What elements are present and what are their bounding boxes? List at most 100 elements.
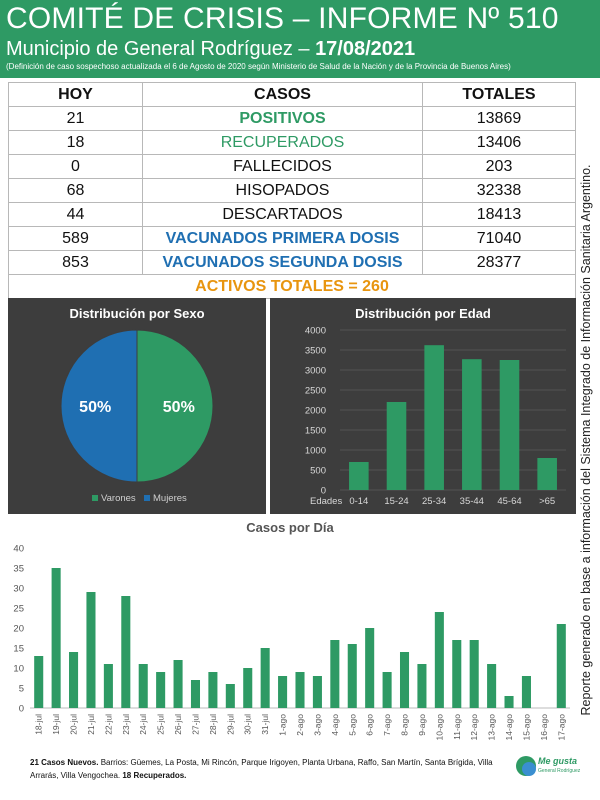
y-tick-label: 15 (13, 644, 24, 655)
table-row: 68 HISOPADOS 32338 (8, 178, 576, 203)
age-bar (349, 462, 369, 490)
pie-label: 50% (163, 399, 195, 416)
table-row: 853 VACUNADOS SEGUNDA DOSIS 28377 (8, 250, 576, 275)
x-tick-label: 25-jul (156, 714, 166, 735)
y-tick-label: 5 (19, 684, 24, 695)
day-bar (382, 672, 392, 708)
day-bar (556, 624, 566, 708)
cell-casos: DESCARTADOS (142, 202, 423, 227)
cell-totales: 28377 (422, 250, 576, 275)
y-tick-label: 2500 (305, 386, 326, 397)
x-tick-label: 28-jul (208, 714, 218, 735)
definition-note: (Definición de caso sospechoso actualiza… (6, 62, 511, 71)
activos-row: ACTIVOS TOTALES = 260 (8, 274, 576, 299)
y-tick-label: 1500 (305, 426, 326, 437)
day-bar (295, 672, 305, 708)
x-tick-label: 31-jul (260, 714, 270, 735)
day-bar (225, 684, 235, 708)
cell-casos: VACUNADOS SEGUNDA DOSIS (142, 250, 423, 275)
age-distribution-panel: 0 500 1000 1500 2000 2500 3000 3500 4000 0-14 15-2… (270, 298, 576, 514)
y-tick-label: 20 (13, 624, 24, 635)
cell-hoy: 589 (8, 226, 143, 251)
cell-casos: FALLECIDOS (142, 154, 423, 179)
age-bar (386, 402, 407, 490)
logo-text: Me gusta (538, 756, 578, 766)
age-bar (537, 458, 557, 490)
age-chart-title: Distribución por Edad (355, 306, 491, 321)
sex-chart-title: Distribución por Sexo (69, 306, 205, 321)
table-row: 589 VACUNADOS PRIMERA DOSIS 71040 (8, 226, 576, 251)
y-tick-label: 3500 (305, 346, 326, 357)
x-tick-label: 13-ago (487, 714, 497, 741)
x-tick-label: 0-14 (349, 496, 368, 507)
y-tick-label: 1000 (305, 446, 326, 457)
cell-totales: 203 (422, 154, 576, 179)
day-bar (208, 672, 218, 708)
x-tick-label: 9-ago (417, 714, 427, 736)
age-bar-chart: 0 500 1000 1500 2000 2500 3000 3500 4000 0-14 15-2… (305, 326, 566, 507)
pie-slice-mujeres (60, 329, 138, 483)
cell-totales: 13406 (422, 130, 576, 155)
x-tick-label: 35-44 (460, 496, 484, 507)
x-tick-label: 23-jul (121, 714, 131, 735)
footer-recovered: 18 Recuperados. (122, 771, 187, 780)
y-tick-label: 3000 (305, 366, 326, 377)
x-tick-label: 10-ago (434, 714, 444, 741)
x-tick-label: 5-ago (347, 714, 357, 736)
day-bar (312, 676, 322, 708)
cell-totales: 18413 (422, 202, 576, 227)
column-header: TOTALES (422, 82, 576, 107)
subtitle-municipality: Municipio de General Rodríguez – (6, 38, 316, 60)
day-bar (399, 652, 410, 708)
legend-label: Mujeres (153, 493, 187, 504)
activos-totales: ACTIVOS TOTALES = 260 (8, 274, 576, 299)
x-tick-label: 24-jul (138, 714, 148, 735)
footer-new-cases: 21 Casos Nuevos. (30, 758, 99, 767)
cell-casos: VACUNADOS PRIMERA DOSIS (142, 226, 423, 251)
report-title: COMITÉ DE CRISIS – INFORME Nº 510 (6, 2, 559, 35)
day-bar (173, 660, 183, 708)
x-tick-label: >65 (539, 496, 555, 507)
footer-neighborhoods: Barrios: Güemes, La Posta, Mi Rincón, Pa… (30, 758, 493, 780)
cell-casos: RECUPERADOS (142, 130, 423, 155)
table-header-row: HOY CASOS TOTALES (8, 82, 576, 107)
x-tick-label: 21-jul (86, 714, 96, 735)
cell-hoy: 44 (8, 202, 143, 227)
cell-hoy: 68 (8, 178, 143, 203)
daily-chart-title: Casos por Día (246, 520, 334, 535)
x-tick-label: 7-ago (382, 714, 392, 736)
day-bar (121, 596, 131, 708)
legend-swatch (92, 495, 98, 501)
day-bar (156, 672, 166, 708)
day-bar (504, 696, 514, 708)
report-subtitle: Municipio de General Rodríguez – 17/08/2… (6, 38, 415, 61)
cell-totales: 71040 (422, 226, 576, 251)
x-tick-label: 29-jul (225, 714, 235, 735)
pie-label: 50% (79, 399, 111, 416)
y-tick-label: 10 (13, 664, 24, 675)
day-bar (138, 664, 148, 708)
day-bar (278, 676, 288, 708)
cell-totales: 32338 (422, 178, 576, 203)
age-bar (462, 359, 482, 490)
x-tick-label: 30-jul (243, 714, 253, 735)
x-tick-label: 45-64 (497, 496, 521, 507)
table-row: 44 DESCARTADOS 18413 (8, 202, 576, 227)
day-bar (417, 664, 427, 708)
x-tick-label: 6-ago (365, 714, 375, 736)
cell-hoy: 0 (8, 154, 143, 179)
x-tick-label: 11-ago (452, 714, 462, 740)
y-tick-label: 25 (13, 604, 24, 615)
day-bar (34, 656, 44, 708)
day-bar (330, 640, 340, 708)
logo-subtext: General Rodríguez (538, 768, 581, 774)
daily-bar-chart: 0 5 10 15 20 25 30 35 40 18-jul 19-jul 20-jul 21-jul… (13, 544, 570, 741)
y-tick-label: 30 (13, 584, 24, 595)
day-bar (521, 676, 531, 708)
x-tick-label: 14-ago (504, 714, 514, 741)
x-tick-label: 12-ago (469, 714, 479, 741)
x-tick-label: 15-24 (384, 496, 408, 507)
table-row: 0 FALLECIDOS 203 (8, 154, 576, 179)
x-tick-label: 26-jul (173, 714, 183, 735)
day-bar (190, 680, 201, 708)
